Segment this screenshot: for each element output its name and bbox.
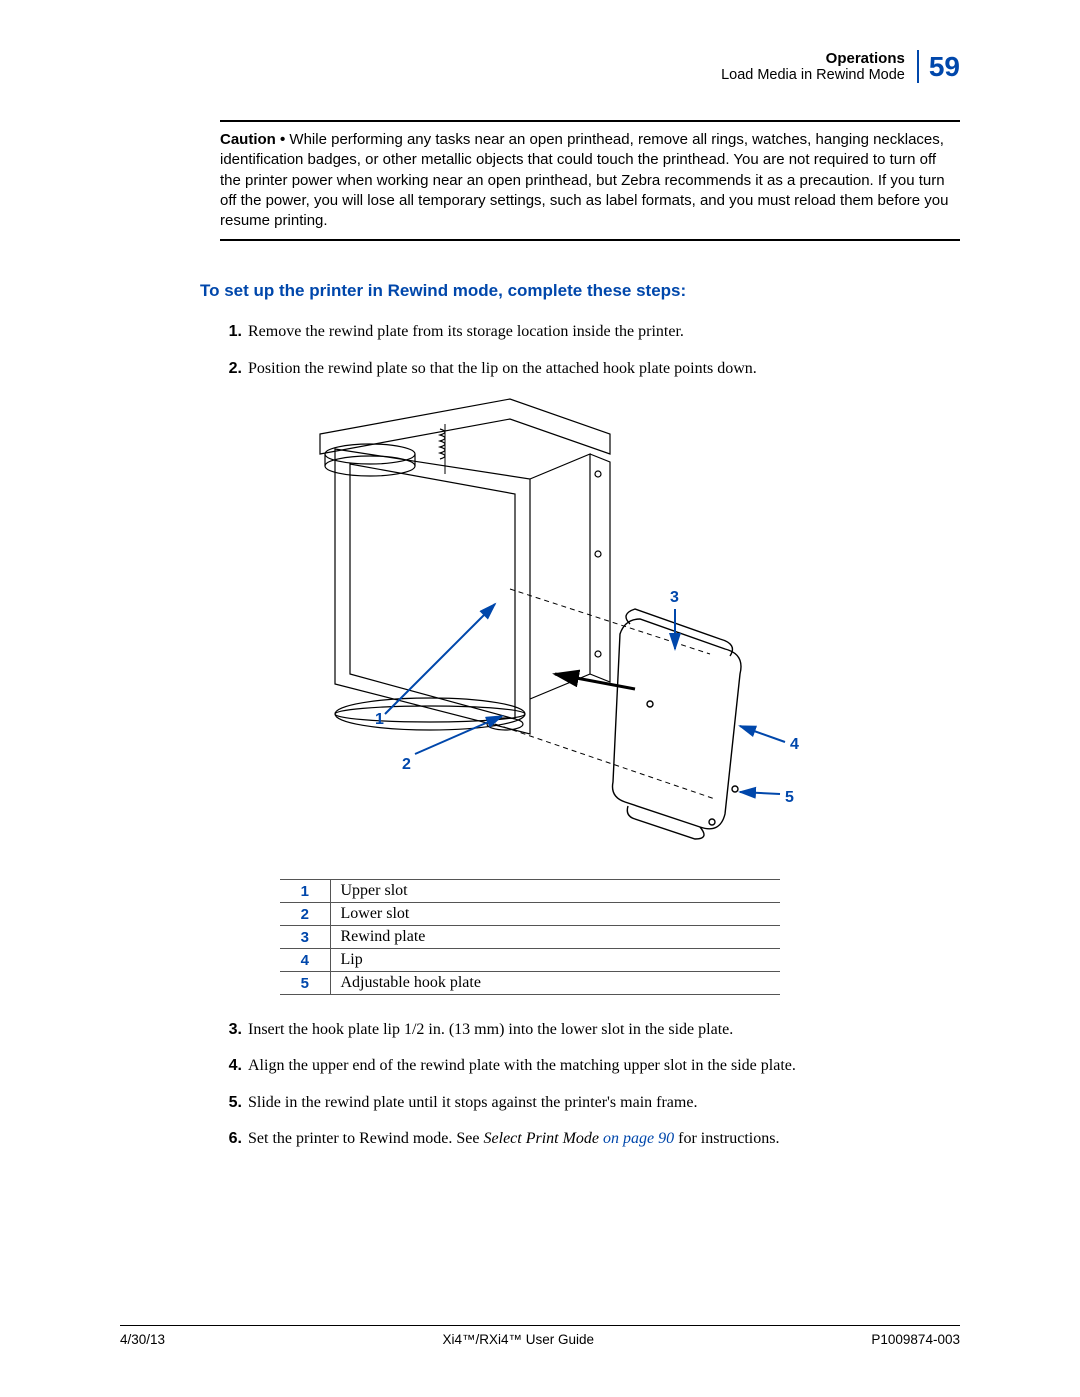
step-text: Position the rewind plate so that the li… <box>248 358 960 380</box>
caution-label: Caution • <box>220 131 285 148</box>
step-suffix: for instructions. <box>674 1130 779 1147</box>
step-prefix: Set the printer to Rewind mode. See <box>248 1130 484 1147</box>
step-text: Slide in the rewind plate until it stops… <box>248 1092 960 1114</box>
page-header: Operations Load Media in Rewind Mode 59 <box>721 50 960 83</box>
table-row: 2 Lower slot <box>280 903 780 926</box>
page: Operations Load Media in Rewind Mode 59 … <box>0 0 1080 1397</box>
step-text: Align the upper end of the rewind plate … <box>248 1055 960 1077</box>
legend-num: 1 <box>280 880 330 903</box>
footer-date: 4/30/13 <box>120 1332 165 1347</box>
page-number: 59 <box>919 51 960 83</box>
table-row: 4 Lip <box>280 949 780 972</box>
table-row: 3 Rewind plate <box>280 926 780 949</box>
legend-label: Rewind plate <box>330 926 780 949</box>
step-text: Set the printer to Rewind mode. See Sele… <box>248 1128 960 1150</box>
step-text: Remove the rewind plate from its storage… <box>248 321 960 343</box>
legend-label: Lip <box>330 949 780 972</box>
step-text: Insert the hook plate lip 1/2 in. (13 mm… <box>248 1019 960 1041</box>
chapter-title: Operations <box>721 50 905 67</box>
cross-reference-link[interactable]: on page 90 <box>603 1130 674 1147</box>
callout-3: 3 <box>670 589 679 606</box>
legend-label: Upper slot <box>330 880 780 903</box>
section-title: Load Media in Rewind Mode <box>721 67 905 83</box>
steps-list: 1. Remove the rewind plate from its stor… <box>220 321 960 380</box>
legend-table: 1 Upper slot 2 Lower slot 3 Rewind plate… <box>280 879 780 995</box>
legend-label: Adjustable hook plate <box>330 972 780 995</box>
page-footer: 4/30/13 Xi4™/RXi4™ User Guide P1009874-0… <box>120 1325 960 1347</box>
printer-diagram: 1 2 3 4 5 <box>280 394 960 869</box>
step-item: 3. Insert the hook plate lip 1/2 in. (13… <box>220 1019 960 1041</box>
step-item: 6. Set the printer to Rewind mode. See S… <box>220 1128 960 1150</box>
step-number: 2. <box>220 358 242 380</box>
table-row: 5 Adjustable hook plate <box>280 972 780 995</box>
step-item: 4. Align the upper end of the rewind pla… <box>220 1055 960 1077</box>
table-row: 1 Upper slot <box>280 880 780 903</box>
legend-label: Lower slot <box>330 903 780 926</box>
callout-4: 4 <box>790 736 799 753</box>
legend-num: 4 <box>280 949 330 972</box>
callout-5: 5 <box>785 789 794 806</box>
step-italic: Select Print Mode <box>484 1130 604 1147</box>
caution-box: Caution • While performing any tasks nea… <box>220 120 960 241</box>
callout-2: 2 <box>402 756 411 773</box>
step-item: 1. Remove the rewind plate from its stor… <box>220 321 960 343</box>
step-number: 3. <box>220 1019 242 1041</box>
footer-part: P1009874-003 <box>871 1332 960 1347</box>
step-item: 5. Slide in the rewind plate until it st… <box>220 1092 960 1114</box>
caution-text: While performing any tasks near an open … <box>220 131 948 229</box>
step-number: 1. <box>220 321 242 343</box>
step-number: 4. <box>220 1055 242 1077</box>
footer-guide: Xi4™/RXi4™ User Guide <box>442 1332 594 1347</box>
content-area: Caution • While performing any tasks nea… <box>120 120 960 1151</box>
step-number: 6. <box>220 1128 242 1150</box>
legend-num: 3 <box>280 926 330 949</box>
legend-num: 5 <box>280 972 330 995</box>
callout-1: 1 <box>375 711 384 728</box>
legend-num: 2 <box>280 903 330 926</box>
procedure-heading: To set up the printer in Rewind mode, co… <box>200 281 960 301</box>
step-number: 5. <box>220 1092 242 1114</box>
steps-list-continued: 3. Insert the hook plate lip 1/2 in. (13… <box>220 1019 960 1151</box>
step-item: 2. Position the rewind plate so that the… <box>220 358 960 380</box>
